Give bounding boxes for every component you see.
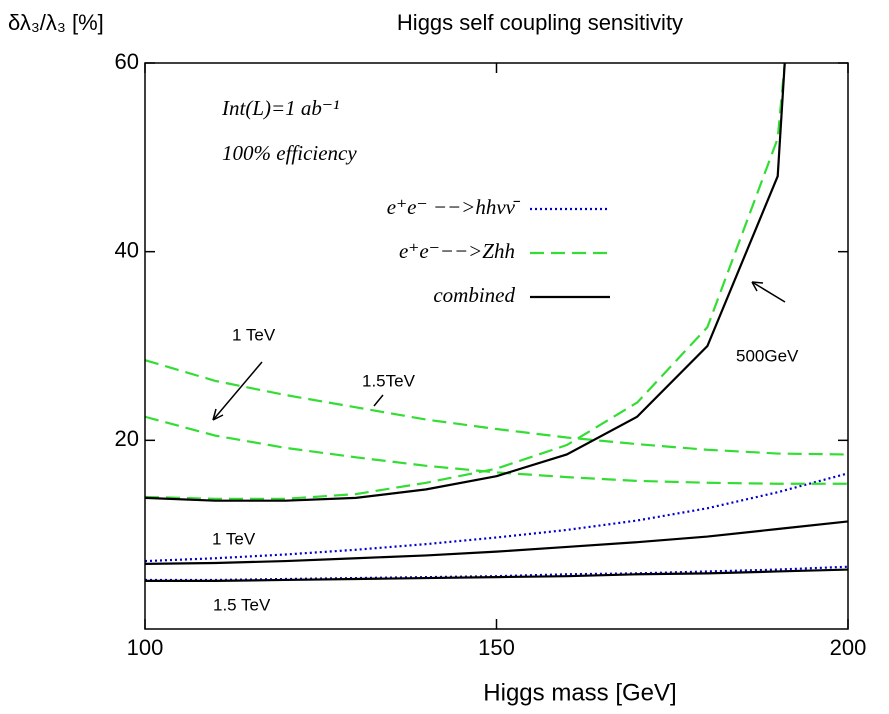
annotation: 1.5 TeV — [213, 595, 271, 614]
annotation: 1.5TeV — [362, 371, 416, 390]
y-tick-label: 20 — [115, 426, 139, 451]
arrows — [212, 281, 786, 421]
legend-label: e⁺e⁻−−>Zhh — [399, 239, 515, 263]
series-line — [144, 62, 786, 500]
y-tick-label: 60 — [115, 49, 139, 74]
legend-label: combined — [433, 283, 515, 307]
series-line — [144, 62, 786, 502]
legend-label: e⁺e⁻ −−>hhνν̄ — [387, 195, 521, 219]
x-axis-label: Higgs mass [GeV] — [483, 679, 676, 706]
x-tick-label: 150 — [478, 635, 515, 660]
arrow-head — [751, 281, 764, 292]
note: 100% efficiency — [222, 141, 357, 165]
y-axis-label: δλ₃/λ₃ [%] — [8, 10, 104, 35]
annotation: 1 TeV — [212, 529, 256, 548]
series-line — [145, 568, 849, 582]
y-tick-label: 40 — [115, 237, 139, 262]
arrow-head — [212, 408, 224, 421]
series-line — [144, 520, 849, 566]
series-line — [144, 359, 849, 456]
chart-title: Higgs self coupling sensitivity — [397, 10, 683, 35]
arrow — [373, 394, 384, 407]
annotation: 500GeV — [736, 346, 799, 365]
annotation: 1 TeV — [232, 325, 276, 344]
note: Int(L)=1 ab⁻¹ — [221, 96, 339, 120]
x-tick-label: 200 — [830, 635, 867, 660]
arrow — [212, 361, 263, 421]
arrow — [751, 281, 786, 303]
x-tick-label: 100 — [127, 635, 164, 660]
series-line — [144, 415, 848, 485]
